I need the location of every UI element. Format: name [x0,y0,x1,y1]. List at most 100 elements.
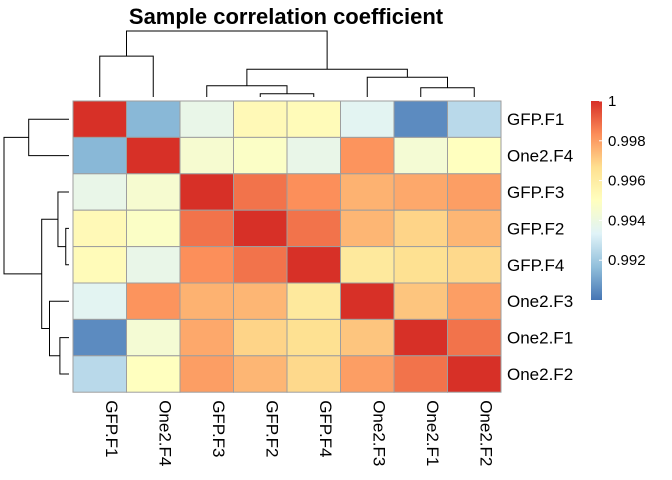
heatmap-cell [126,318,181,357]
heatmap-cell [126,246,181,284]
dendrogram-branch [49,300,69,357]
heatmap-cell [233,318,288,357]
row-label: GFP.F4 [507,256,564,275]
heatmap-cell [179,173,234,211]
row-label: One2.F1 [507,329,573,348]
heatmap-cell [393,355,448,393]
heatmap-cell [340,173,395,211]
legend-color-bar [591,101,602,300]
heatmap-cell [179,282,234,320]
heatmap-cell [340,246,395,284]
column-label: One2.F3 [369,400,388,466]
dendrogram-branch [65,227,69,266]
column-label: GFP.F3 [209,400,228,457]
heatmap-cell [340,355,395,393]
heatmap-cell [340,209,395,248]
heatmap-cell [393,318,448,357]
heatmap-cell [447,173,502,211]
legend-ticks: 0.992 0.994 0.996 0.998 1 [599,93,646,269]
heatmap-cell [72,100,127,138]
heatmap-cell [179,355,234,393]
heatmap-cell [233,282,288,320]
dendrogram-branch [206,85,288,97]
heatmap-cell [72,282,127,320]
heatmap-cell [233,100,288,138]
heatmap-cell [286,318,341,357]
heatmap-cell [233,355,288,393]
heatmap-cells [72,100,502,393]
heatmap-cell [72,136,127,175]
heatmap-cell [126,355,181,393]
column-label: One2.F1 [423,400,442,466]
dendrogram-branch [366,76,448,97]
column-dendrogram [99,30,475,97]
heatmap-cell [233,173,288,211]
dendrogram-branch [99,55,154,97]
row-labels: GFP.F1 One2.F4 GFP.F3 GFP.F2 GFP.F4 One2.F3 On… [507,110,573,384]
heatmap-cell [447,355,502,393]
heatmap-cell [286,136,341,175]
heatmap-cell [286,209,341,248]
row-label: One2.F2 [507,365,573,384]
dendrogram-branch [3,136,42,275]
heatmap-cell [447,318,502,357]
dendrogram-branch [420,87,475,97]
heatmap-cell [233,246,288,284]
dendrogram-branch [57,191,69,248]
legend-tick-label: 0.994 [608,212,646,229]
heatmap-cell [72,173,127,211]
heatmap-cell [393,209,448,248]
row-label: One2.F4 [507,147,573,166]
heatmap-cell [340,136,395,175]
row-label: GFP.F1 [507,110,564,129]
legend-tick-label: 1 [608,93,616,110]
heatmap-cell [447,246,502,284]
row-label: GFP.F2 [507,219,564,238]
heatmap-cell [286,282,341,320]
heatmap-cell [393,136,448,175]
heatmap-cell [72,209,127,248]
heatmap-cell [179,209,234,248]
column-label: One2.F4 [155,400,174,466]
column-labels: GFP.F1 One2.F4 GFP.F3 GFP.F2 GFP.F4 One2.F3 On… [102,400,496,466]
legend-tick-label: 0.998 [608,133,646,150]
column-label: GFP.F1 [102,400,121,457]
heatmap-cell [179,318,234,357]
heatmap-cell [126,100,181,138]
heatmap-cell [72,318,127,357]
column-label: GFP.F4 [316,400,335,457]
heatmap-cell [126,136,181,175]
heatmap-cell [286,246,341,284]
row-label: One2.F3 [507,292,573,311]
dendrogram-branch [259,93,315,97]
heatmap-cell [233,209,288,248]
heatmap-cell [72,355,127,393]
heatmap-cell [447,100,502,138]
legend-tick-label: 0.996 [608,173,646,190]
heatmap-cell [126,209,181,248]
heatmap-cell [393,246,448,284]
heatmap-cell [286,355,341,393]
heatmap-cell [126,173,181,211]
chart-title: Sample correlation coefficient [129,4,444,29]
legend-tick-label: 0.992 [608,252,646,269]
heatmap-cell [179,100,234,138]
heatmap-cell [72,246,127,284]
color-legend: 0.992 0.994 0.996 0.998 1 [591,93,646,300]
dendrogram-branch [59,337,69,375]
column-label: GFP.F2 [262,400,281,457]
heatmap-cell [179,136,234,175]
row-label: GFP.F3 [507,183,564,202]
heatmap-cell [340,100,395,138]
heatmap-cell [340,282,395,320]
dendrogram-branch [126,30,328,70]
column-label: One2.F2 [476,400,495,466]
heatmap-cell [393,100,448,138]
heatmap-cell [233,136,288,175]
heatmap-cell [447,209,502,248]
row-dendrogram [3,118,69,375]
heatmap-cell [286,100,341,138]
heatmap-cell [393,282,448,320]
heatmap-cell [286,173,341,211]
